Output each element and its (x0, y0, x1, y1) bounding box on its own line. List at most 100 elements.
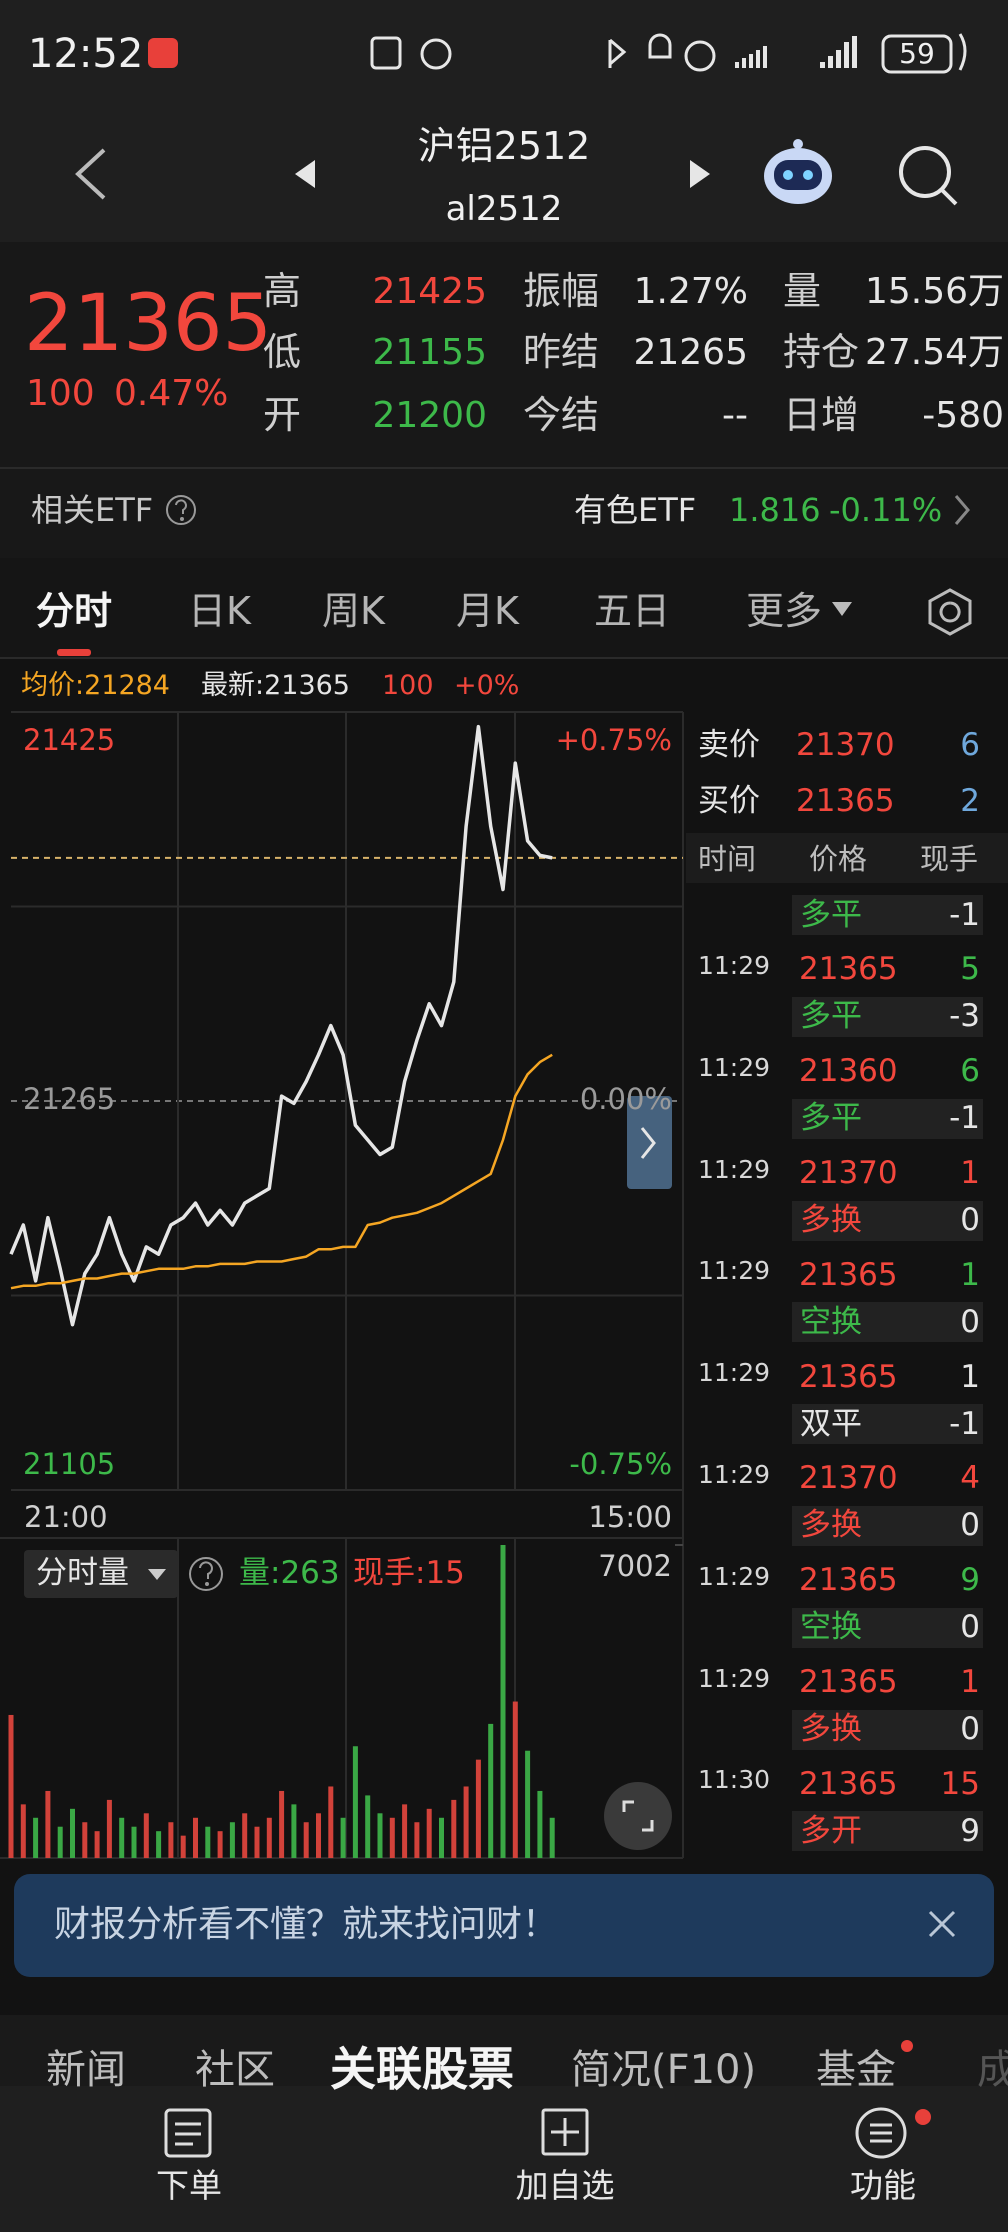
tab[interactable]: 更多 (746, 589, 823, 634)
contract-code: al2512 (445, 188, 563, 229)
column-header: 时间 (698, 841, 757, 876)
avg-line (10, 1053, 553, 1290)
nav-icons[interactable] (164, 2107, 907, 2159)
volume-bar (291, 1804, 297, 1858)
volume-bar (70, 1808, 75, 1858)
trade-type-box (792, 1709, 983, 1750)
y-tick-label: 21265 (23, 1081, 116, 1116)
trade-oi: -1 (949, 896, 980, 933)
bottom-tab[interactable]: 关联股票 (330, 2042, 514, 2097)
tab[interactable]: 分时 (36, 589, 113, 634)
expand-book[interactable] (627, 1096, 672, 1189)
volume-bar (537, 1790, 543, 1858)
volume-bar (131, 1826, 137, 1858)
volume-bar (402, 1804, 408, 1858)
bid-volume: 2 (960, 783, 980, 820)
stat-value: 21265 (633, 332, 748, 374)
trade-type-box (792, 1404, 983, 1445)
stat-value: 21155 (372, 332, 487, 374)
trade-oi: 0 (960, 1507, 980, 1544)
trade-type: 多换 (800, 1711, 862, 1747)
trade-price: 21365 (799, 1256, 898, 1293)
more-caret[interactable] (832, 602, 852, 616)
bottom-tab[interactable]: 社区 (195, 2047, 275, 2093)
volume-bar (414, 1822, 420, 1858)
x-tick-label: 15:00 (588, 1499, 672, 1534)
trade-volume: 1 (960, 1256, 980, 1293)
tab[interactable]: 月K (456, 589, 519, 634)
trade-oi: 0 (960, 1303, 980, 1340)
next-contract[interactable] (690, 160, 710, 188)
trade-price: 21370 (799, 1460, 898, 1497)
trade-volume: 6 (960, 1053, 980, 1090)
volume-bar (377, 1813, 383, 1858)
volume-bar (328, 1786, 334, 1858)
trade-oi: 0 (960, 1202, 980, 1238)
nav-item[interactable]: 加自选 (515, 2166, 615, 2206)
stat-value: 21425 (372, 271, 487, 313)
bottom-tab[interactable]: 成 (977, 2047, 1008, 2093)
avg-price: 均价:21284 (21, 669, 170, 701)
tab[interactable]: 五日 (594, 589, 671, 634)
settings-button[interactable] (928, 588, 972, 636)
volume-bar (242, 1813, 248, 1858)
volume-bar (106, 1799, 112, 1858)
y-pct-label: -0.75% (569, 1446, 672, 1481)
trade-volume: 1 (960, 1155, 980, 1191)
volume-bar (549, 1817, 555, 1858)
volume-bar (156, 1831, 162, 1858)
stat-value: 1.27% (633, 271, 748, 313)
column-header: 现手 (920, 841, 979, 876)
volume-caret (148, 1569, 166, 1580)
bottom-tab[interactable]: 简况(F10) (571, 2047, 757, 2093)
volume-bar (266, 1817, 272, 1858)
volume-bar (193, 1817, 198, 1858)
volume-bar (119, 1817, 125, 1858)
trade-type: 多换 (800, 1507, 862, 1544)
expand-arrow (640, 1127, 656, 1159)
volume-bar (426, 1808, 432, 1858)
stat-label: 振幅 (523, 269, 600, 314)
trade-volume: 9 (960, 1562, 980, 1599)
volume-bar (94, 1831, 100, 1858)
divider (0, 657, 1008, 659)
bottom-tab[interactable]: 基金 (816, 2047, 896, 2093)
stat-label: 低 (263, 330, 302, 375)
search-button[interactable] (899, 146, 958, 206)
tab[interactable]: 周K (322, 589, 385, 634)
help-icon[interactable] (166, 495, 196, 525)
y-tick-label: 7002 (598, 1548, 672, 1583)
volume-bar (217, 1831, 223, 1858)
stat-label: 高 (263, 269, 302, 314)
change-pct: 0.47% (114, 373, 229, 415)
nav-item[interactable]: 功能 (850, 2166, 916, 2206)
trade-price: 21365 (799, 1562, 898, 1599)
trade-price: 21365 (799, 1358, 898, 1395)
tab[interactable]: 日K (188, 589, 251, 634)
volume-bar (303, 1822, 309, 1858)
volume-selector[interactable] (24, 1550, 178, 1598)
nav-item[interactable]: 下单 (156, 2166, 222, 2206)
assistant-icon[interactable] (764, 139, 832, 204)
help-icon[interactable] (189, 1557, 223, 1591)
stat-label: 日增 (783, 393, 860, 438)
prev-contract[interactable] (295, 160, 315, 188)
trade-type: 空换 (800, 1609, 862, 1646)
volume-bar (57, 1826, 63, 1858)
change: 100 (26, 373, 95, 415)
trade-type: 多换 (800, 1202, 862, 1238)
banner[interactable] (14, 1874, 994, 1977)
trade-type-box (792, 997, 983, 1037)
stat-label: 昨结 (523, 330, 600, 375)
fullscreen-button[interactable] (604, 1782, 672, 1850)
banner-close[interactable] (928, 1910, 956, 1938)
divider (0, 467, 1008, 469)
stat-value: 27.54万 (864, 332, 1004, 374)
back-button[interactable] (75, 148, 106, 200)
stat-value: 15.56万 (864, 271, 1004, 313)
trade-type: 多平 (800, 1100, 862, 1137)
etf-chevron[interactable] (954, 495, 970, 525)
bottom-tab[interactable]: 新闻 (46, 2047, 126, 2093)
stat-value: 21200 (372, 395, 487, 437)
